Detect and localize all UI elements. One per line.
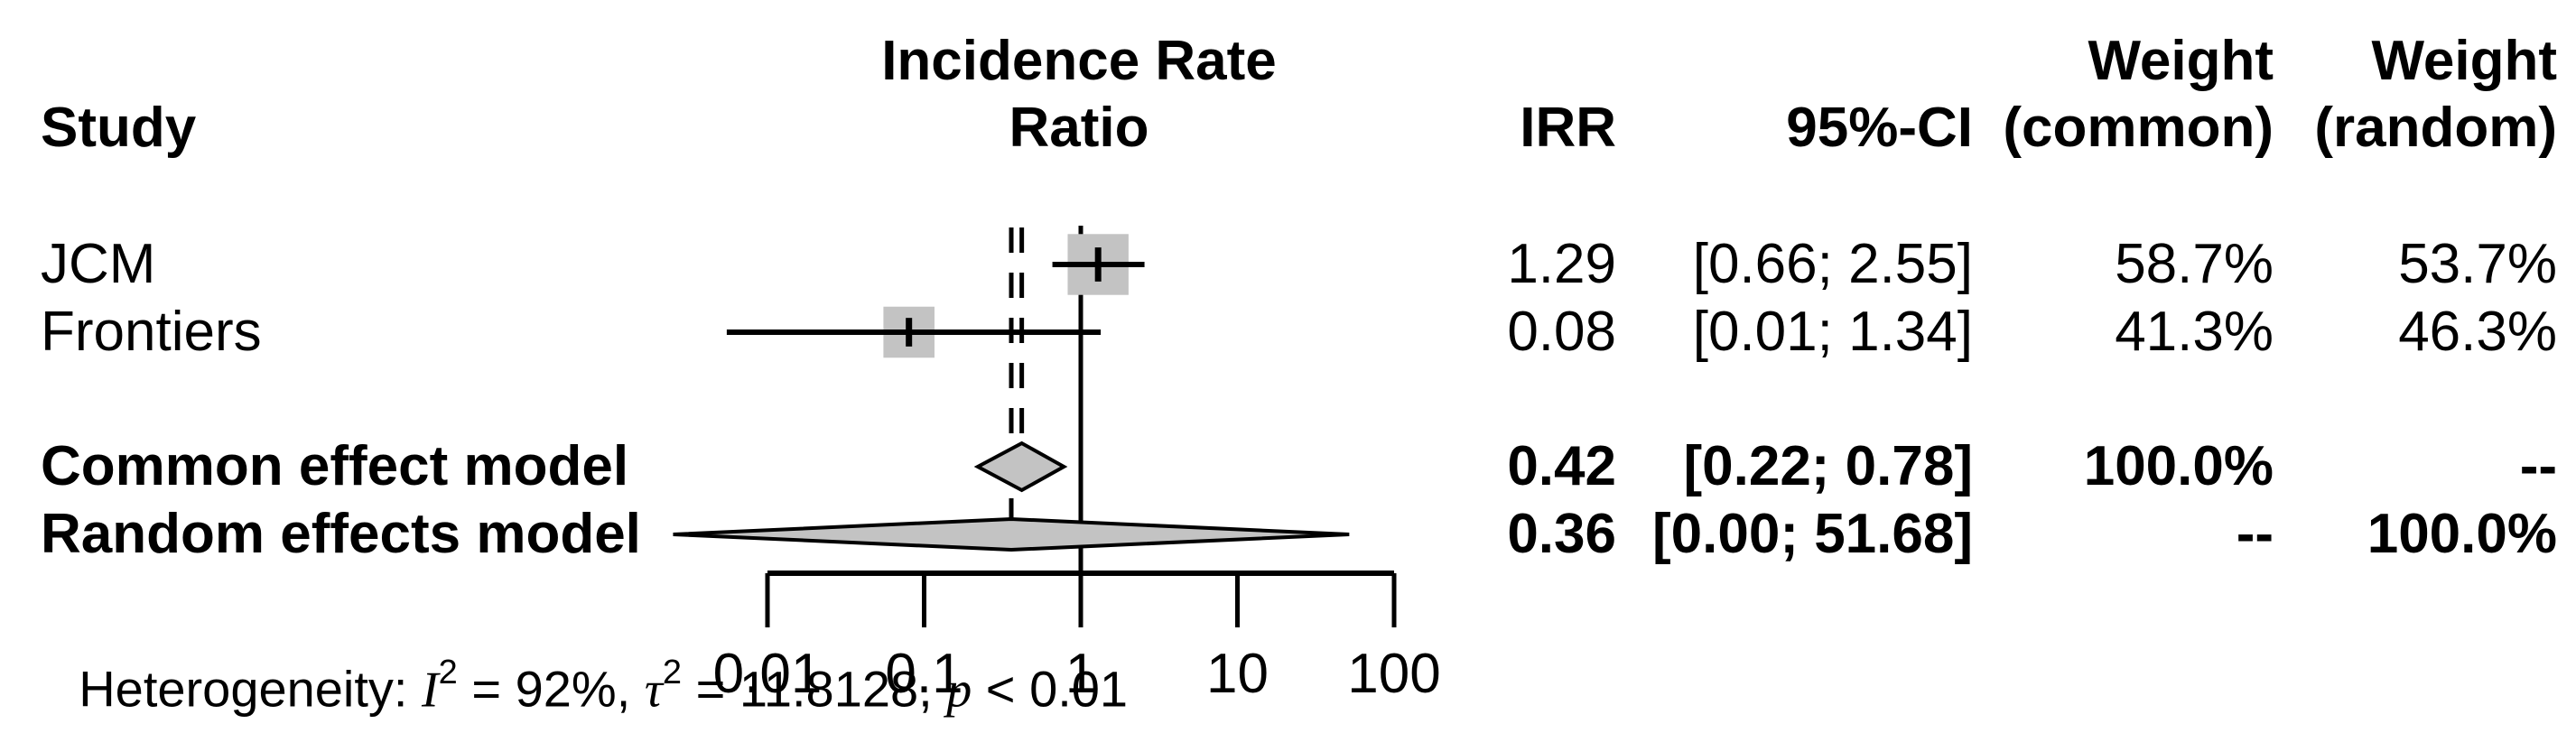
study-label: Frontiers: [41, 301, 262, 363]
model-weight-random: 100.0%: [2367, 503, 2557, 565]
study-label: JCM: [41, 233, 156, 295]
tau-squared-value: = 11.8128,: [682, 660, 947, 718]
model-ci: [0.00; 51.68]: [1652, 503, 1973, 565]
column-header-weight-random-line2: (random): [2314, 97, 2557, 159]
x-axis-tick-label: 1: [1065, 643, 1096, 705]
pooled-effect-diamond: [673, 516, 1350, 552]
column-header-weight-random-line1: Weight: [2371, 30, 2558, 92]
x-axis-tick-label: 0.1: [885, 643, 963, 705]
column-header-ci: 95%-CI: [1786, 97, 1973, 159]
study-irr: 1.29: [1507, 233, 1616, 295]
model-irr: 0.36: [1507, 503, 1616, 565]
model-label: Common effect model: [41, 435, 629, 497]
study-ci: [0.66; 2.55]: [1692, 233, 1973, 295]
tau-squared-symbol: τ: [644, 662, 663, 719]
model-ci: [0.22; 0.78]: [1683, 435, 1973, 497]
heterogeneity-prefix: Heterogeneity:: [79, 660, 423, 718]
x-axis-tick-label: 0.01: [713, 643, 823, 705]
x-axis-tick-label: 10: [1206, 643, 1269, 705]
study-weight-common: 41.3%: [2115, 301, 2274, 363]
heterogeneity-note: Heterogeneity: I2 = 92%, τ2 = 11.8128, p…: [23, 575, 1128, 719]
p-value: < 0.01: [972, 660, 1129, 718]
model-weight-common: 100.0%: [2083, 435, 2274, 497]
i-squared-value: = 92%,: [457, 660, 645, 718]
column-header-effect-line2: Ratio: [1009, 97, 1149, 159]
study-irr: 0.08: [1507, 301, 1616, 363]
column-header-weight-common-line1: Weight: [2088, 30, 2274, 92]
model-label: Random effects model: [41, 503, 641, 565]
column-header-irr: IRR: [1520, 97, 1616, 159]
study-weight-common: 58.7%: [2115, 233, 2274, 295]
model-irr: 0.42: [1507, 435, 1616, 497]
x-axis-tick-label: 100: [1347, 643, 1440, 705]
i-squared-symbol: I: [422, 662, 439, 719]
model-weight-random: --: [2519, 435, 2557, 497]
p-symbol: p: [946, 662, 972, 719]
column-header-weight-common-line2: (common): [2003, 97, 2274, 159]
model-weight-common: --: [2236, 503, 2274, 565]
study-weight-random: 53.7%: [2398, 233, 2557, 295]
tau-squared-exponent: 2: [662, 654, 683, 691]
study-ci: [0.01; 1.34]: [1692, 301, 1973, 363]
pooled-effect-diamond: [973, 441, 1068, 493]
column-header-effect-line1: Incidence Rate: [881, 30, 1277, 92]
column-header-study: Study: [41, 97, 197, 159]
study-weight-random: 46.3%: [2398, 301, 2557, 363]
i-squared-exponent: 2: [438, 654, 458, 691]
